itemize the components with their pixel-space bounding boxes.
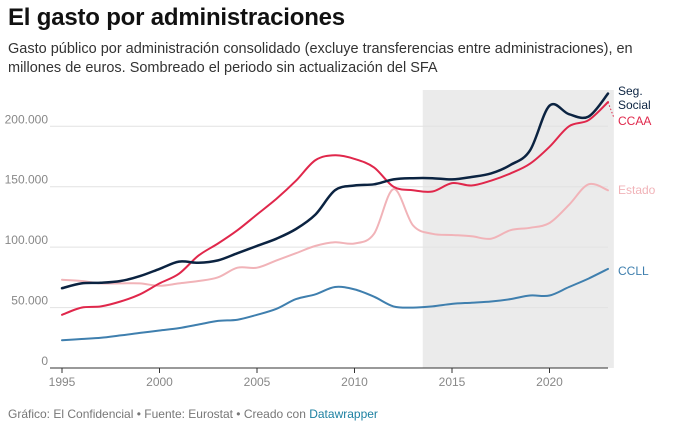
series-line-ccll xyxy=(61,267,609,342)
x-tick-label: 2010 xyxy=(341,375,368,389)
chart-title: El gasto por administraciones xyxy=(8,4,345,31)
y-tick-label: 150.000 xyxy=(5,173,49,187)
series-line-estado xyxy=(61,182,609,287)
y-tick-label: 100.000 xyxy=(5,233,49,247)
series-label-seg_social: Seg. xyxy=(618,84,643,98)
x-tick-label: 2015 xyxy=(439,375,466,389)
footer-credits: Gráfico: El Confidencial • Fuente: Euros… xyxy=(8,407,310,421)
x-tick-label: 2000 xyxy=(146,375,173,389)
series-label-seg_social: Social xyxy=(618,98,651,112)
series-label-ccaa: CCAA xyxy=(618,114,651,128)
chart-subtitle: Gasto público por administración consoli… xyxy=(8,41,633,76)
chart-footer: Gráfico: El Confidencial • Fuente: Euros… xyxy=(8,407,378,421)
series-line-seg_social xyxy=(60,92,610,290)
y-tick-label: 50.000 xyxy=(11,294,48,308)
series-label-ccll: CCLL xyxy=(618,264,649,278)
line-chart: 0 50.000 100.000 150.000 200.000 1995 2000 2005… xyxy=(5,84,656,389)
series-line-ccaa xyxy=(61,101,609,316)
datawrapper-link[interactable]: Datawrapper xyxy=(309,407,378,421)
y-tick-label: 200.000 xyxy=(5,112,49,126)
x-tick-label: 2005 xyxy=(244,375,271,389)
x-tick-label: 1995 xyxy=(49,375,76,389)
series-label-estado: Estado xyxy=(618,183,656,197)
y-tick-label: 0 xyxy=(41,354,48,368)
ccaa-label-leader xyxy=(607,101,615,119)
x-tick-label: 2020 xyxy=(536,375,563,389)
